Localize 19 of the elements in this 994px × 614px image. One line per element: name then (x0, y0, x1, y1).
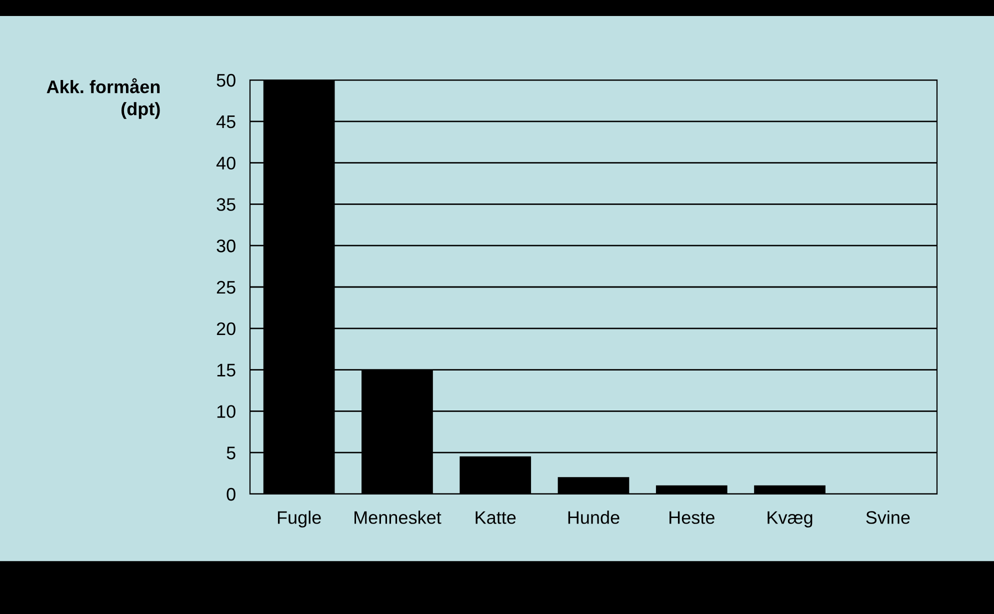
x-tick-label: Hunde (568, 510, 620, 524)
y-tick-label: 45 (216, 116, 236, 128)
y-tick-label: 10 (217, 405, 236, 418)
x-tick-label: Svine (866, 510, 910, 524)
x-tick-label: Kvæg (768, 511, 812, 528)
x-tick-label: Mennesket (354, 510, 442, 524)
x-tick-label: Katte (476, 511, 516, 524)
y-tick-label: 0 (226, 488, 236, 501)
y-tick-label: 15 (217, 364, 236, 377)
x-tick-label: Heste (670, 511, 714, 524)
y-tick-label: 20 (216, 322, 236, 336)
y-tick-label: 25 (216, 280, 236, 294)
x-tick-label: Fugle (278, 510, 321, 528)
y-tick-label: 30 (216, 240, 236, 252)
y-tick-label: 5 (226, 446, 236, 460)
y-tick-label: 50 (216, 74, 236, 87)
y-tick-label: 35 (216, 198, 236, 211)
y-axis-title: Akk. formåen (dpt) (46, 78, 160, 119)
y-tick-label: 40 (216, 156, 236, 170)
